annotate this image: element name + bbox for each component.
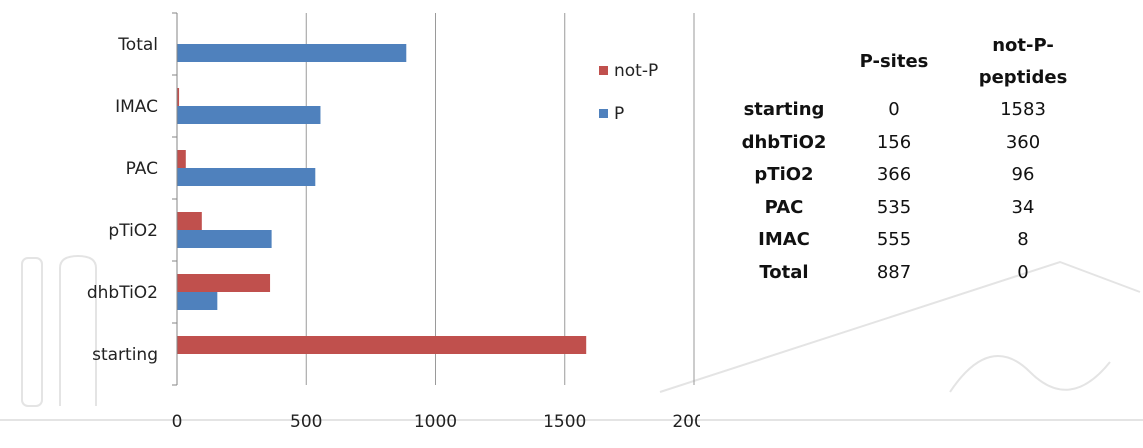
watermark-shape	[21, 257, 43, 407]
legend-label: P	[614, 104, 624, 124]
category-label: Total	[117, 35, 158, 55]
x-axis-ticks: 0 500 1000 1500 2000	[172, 412, 700, 432]
x-tick-label: 2000	[672, 412, 700, 432]
legend-swatch	[599, 109, 608, 118]
watermark-shape	[59, 254, 97, 406]
category-label: pTiO2	[108, 221, 158, 241]
bar-p	[177, 44, 407, 62]
table-row: pTiO2 366 96	[722, 159, 1104, 192]
table-cell-not-p-peptides: 0	[1017, 261, 1029, 283]
bar-not-p	[177, 88, 180, 106]
x-tick-label: 1000	[414, 412, 457, 432]
gridlines	[305, 13, 695, 385]
table-row: Total 887 0	[722, 257, 1104, 290]
table-row: IMAC 555 8	[722, 224, 1104, 257]
table-row: PAC 535 34	[722, 192, 1104, 225]
bar-chart: 0 500 1000 1500 2000 starting dhbTiO2 pTiO2 PAC…	[87, 12, 700, 432]
bar-p	[177, 168, 316, 186]
table-cell-not-p-peptides: 8	[1017, 229, 1029, 251]
x-tick-label: 500	[290, 412, 322, 432]
bar-not-p	[177, 336, 587, 354]
table-row-label: Total	[759, 261, 809, 283]
bar-not-p	[177, 150, 186, 168]
table-row: dhbTiO2 156 360	[722, 127, 1104, 160]
table-header-not-p-peptides: not-P-peptides	[978, 35, 1068, 88]
category-label: dhbTiO2	[87, 283, 158, 303]
table-row-label: dhbTiO2	[741, 131, 827, 153]
table-cell-p-sites: 156	[876, 131, 912, 153]
table-row-label: IMAC	[758, 229, 810, 251]
category-label: starting	[92, 345, 158, 365]
table-cell-p-sites: 535	[876, 196, 912, 218]
table-cell-p-sites: 366	[876, 164, 912, 186]
x-tick-label: 1500	[543, 412, 586, 432]
bar-p	[177, 292, 218, 310]
category-label: IMAC	[115, 97, 158, 117]
table-cell-not-p-peptides: 1583	[1000, 99, 1046, 121]
bars	[177, 44, 587, 354]
bar-not-p	[177, 212, 202, 230]
data-table: P-sites not-P-peptides starting 0 1583 d…	[722, 30, 1104, 289]
legend-label: not-P	[614, 61, 658, 81]
category-label: PAC	[126, 159, 158, 179]
table-row-label: PAC	[764, 196, 804, 218]
table-cell-p-sites: 555	[876, 229, 912, 251]
table-cell-p-sites: 887	[876, 261, 912, 283]
bar-p	[177, 106, 321, 124]
legend-swatch	[599, 66, 608, 75]
bar-p	[177, 230, 272, 248]
table-cell-not-p-peptides: 96	[1011, 164, 1035, 186]
watermark-shape	[949, 355, 1111, 393]
bar-not-p	[177, 274, 271, 292]
table-cell-not-p-peptides: 360	[1005, 131, 1041, 153]
category-labels: starting dhbTiO2 pTiO2 PAC IMAC Total	[87, 12, 177, 386]
table-header-row: P-sites not-P-peptides	[722, 30, 1104, 94]
table-cell-not-p-peptides: 34	[1011, 196, 1035, 218]
legend: not-P P	[599, 61, 658, 124]
table-row-label: starting	[743, 99, 825, 121]
table-row-label: pTiO2	[754, 164, 814, 186]
table-row: starting 0 1583	[722, 94, 1104, 127]
table-header-p-sites: P-sites	[859, 51, 929, 72]
table-header-corner	[722, 30, 846, 94]
x-tick-label: 0	[172, 412, 183, 432]
table-cell-p-sites: 0	[888, 99, 900, 121]
watermark-shape	[659, 260, 1141, 393]
